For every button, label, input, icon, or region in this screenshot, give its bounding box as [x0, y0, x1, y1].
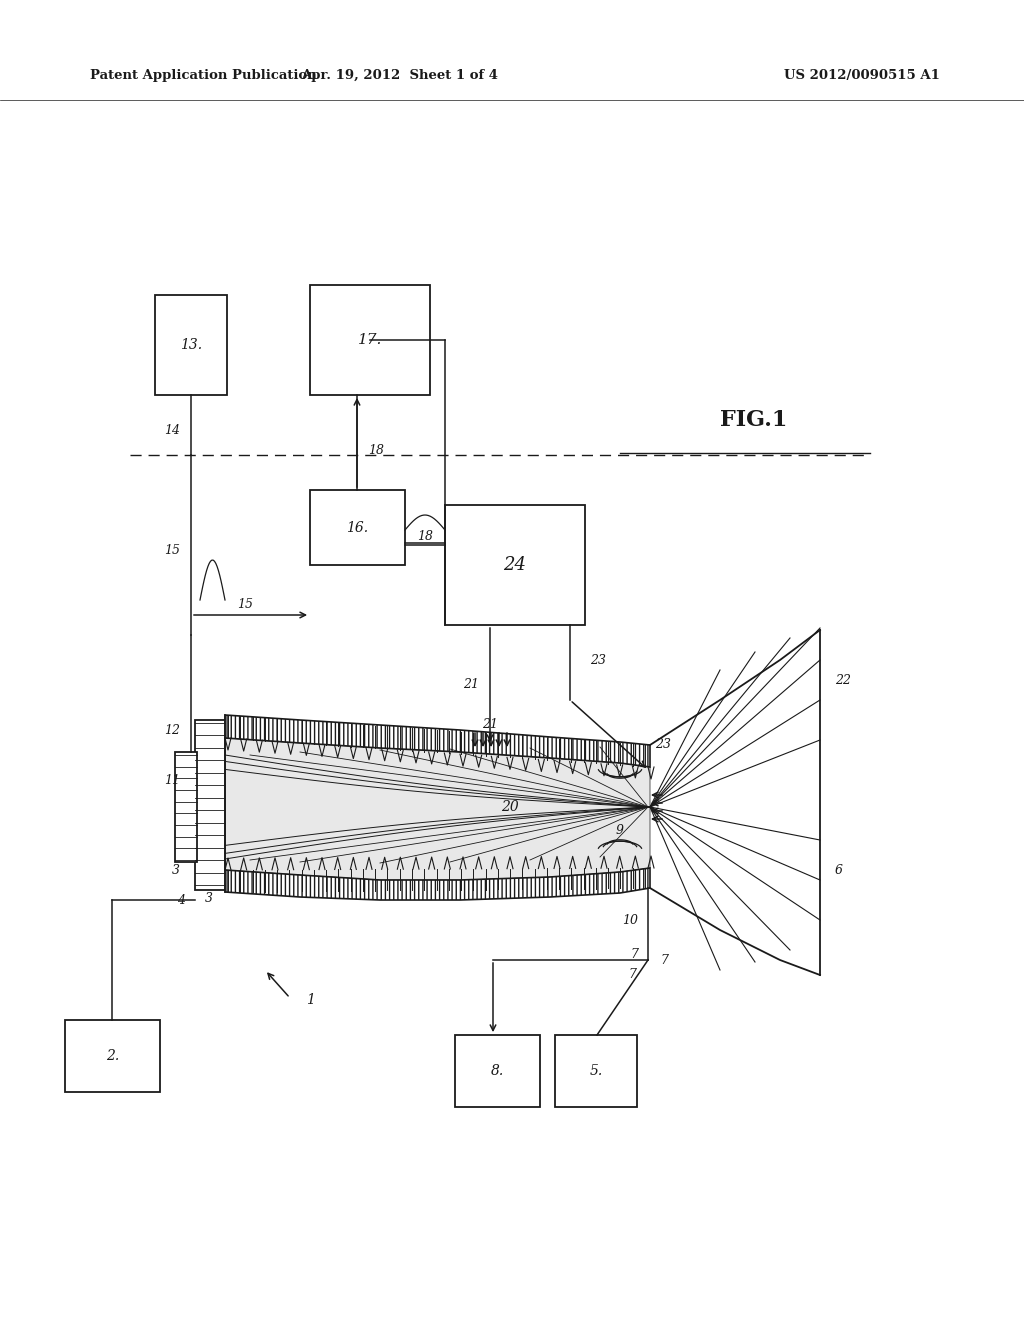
Text: 23: 23 [655, 738, 671, 751]
Text: 10: 10 [622, 913, 638, 927]
Text: 1: 1 [305, 993, 314, 1007]
Text: FIG.1: FIG.1 [720, 409, 787, 432]
Text: 4: 4 [177, 894, 185, 907]
Text: 7: 7 [628, 969, 636, 982]
Text: Patent Application Publication: Patent Application Publication [90, 69, 316, 82]
Text: 16.: 16. [346, 520, 369, 535]
Bar [310, 285, 430, 395]
Bar [455, 1035, 540, 1107]
Text: US 2012/0090515 A1: US 2012/0090515 A1 [784, 69, 940, 82]
Text: 21: 21 [482, 718, 498, 731]
Text: 23: 23 [590, 653, 606, 667]
Text: 17.: 17. [357, 333, 382, 347]
Text: 7: 7 [660, 953, 668, 966]
Text: 7: 7 [630, 949, 638, 961]
Text: 8.: 8. [490, 1064, 504, 1078]
Text: 6: 6 [835, 863, 843, 876]
Text: 18: 18 [368, 444, 384, 457]
Text: 5.: 5. [590, 1064, 603, 1078]
Bar [65, 1020, 160, 1092]
Polygon shape [225, 715, 650, 767]
Text: 14: 14 [164, 424, 180, 437]
Text: 12: 12 [164, 723, 180, 737]
Text: 15: 15 [237, 598, 253, 611]
Bar [310, 490, 406, 565]
Polygon shape [225, 869, 650, 900]
Bar [555, 1035, 637, 1107]
Text: 3: 3 [172, 863, 180, 876]
Bar [445, 506, 585, 624]
Text: 22: 22 [835, 673, 851, 686]
Polygon shape [225, 738, 650, 880]
Text: Apr. 19, 2012  Sheet 1 of 4: Apr. 19, 2012 Sheet 1 of 4 [301, 69, 499, 82]
Bar [155, 294, 227, 395]
Bar [175, 752, 197, 862]
Text: 2.: 2. [105, 1049, 119, 1063]
Text: 9: 9 [616, 824, 624, 837]
Text: 20: 20 [501, 800, 519, 814]
Bar [195, 719, 227, 890]
Text: 21: 21 [463, 678, 479, 692]
Text: 11: 11 [164, 774, 180, 787]
Text: 3: 3 [205, 891, 213, 904]
Text: 18: 18 [417, 531, 433, 544]
Text: 15: 15 [164, 544, 180, 557]
Text: 24: 24 [504, 556, 526, 574]
Text: 13.: 13. [180, 338, 202, 352]
